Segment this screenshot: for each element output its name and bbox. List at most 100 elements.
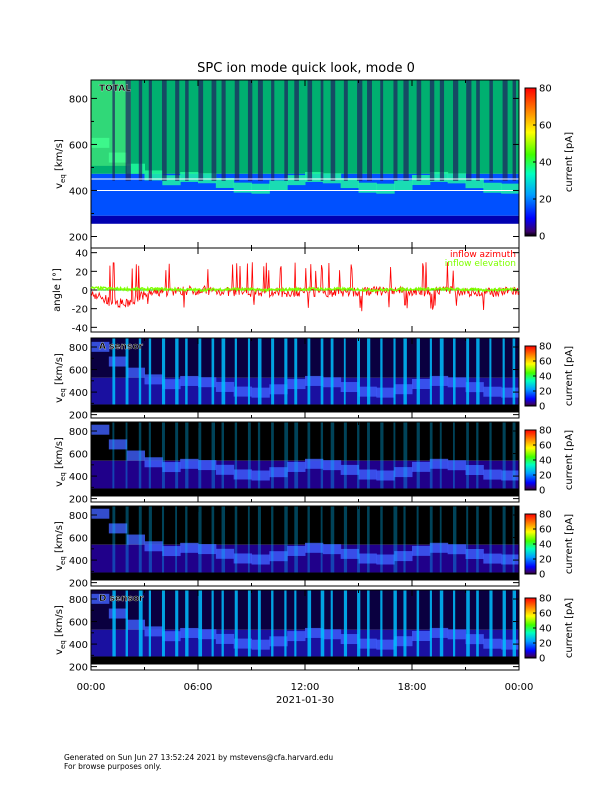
spectrogram-peak-band xyxy=(198,460,217,471)
y-axis-label: veq [km/s] xyxy=(54,521,67,571)
spectrogram-stripe xyxy=(489,590,493,657)
y-tick-label: 200 xyxy=(69,411,88,422)
spectrogram-stripe xyxy=(234,80,240,181)
spectrogram-peak-band xyxy=(215,177,235,188)
panel-1: 200 400 600 800 veq [km/s] TOTAL 0 20 40 60 80 curr… xyxy=(54,79,575,249)
colorbar-tick-label: 20 xyxy=(539,387,552,398)
spectrogram-stripe xyxy=(211,590,214,657)
x-tick-label: 12:00 xyxy=(291,682,320,693)
y-axis-label-unit: [km/s] xyxy=(54,353,65,388)
spectrogram-peak-band xyxy=(269,180,288,191)
x-tick-label: 18:00 xyxy=(398,682,427,693)
spectrogram-peak-band xyxy=(429,458,449,469)
spectrogram-stripe xyxy=(284,338,288,405)
spectrogram-stripe xyxy=(221,80,226,181)
spectrogram-stripe xyxy=(284,422,289,489)
spectrogram-stripe xyxy=(221,422,225,489)
spectrogram-peak-band xyxy=(305,171,324,182)
spectrogram-peak-band xyxy=(429,375,449,386)
spectrogram-peak-band xyxy=(251,554,270,565)
spectrogram-stripe xyxy=(453,422,455,489)
colorbar-tick-label: 60 xyxy=(539,441,552,452)
spectrogram-stripe xyxy=(380,80,384,181)
spectrogram-stripe xyxy=(198,422,202,489)
spectrogram-peak-band xyxy=(305,542,324,553)
spectrogram-stripe xyxy=(125,506,129,573)
panel-label: TOTAL xyxy=(99,84,131,94)
x-date-label: 2021-01-30 xyxy=(276,695,334,706)
spectrogram-stripe xyxy=(320,80,324,181)
spectrogram-stripe xyxy=(357,506,360,573)
spectrogram-stripe xyxy=(112,80,115,181)
y-tick-label: 600 xyxy=(69,534,88,545)
spectrogram-stripe xyxy=(439,506,442,573)
spectrogram-peak-band xyxy=(358,182,377,193)
spectrogram-stripe xyxy=(367,422,370,489)
footer-line-1: Generated on Sun Jun 27 13:52:24 2021 by… xyxy=(64,753,333,762)
spectrogram-peak-band xyxy=(394,636,413,647)
y-axis-label-unit: [km/s] xyxy=(54,605,65,640)
y-tick-label: 600 xyxy=(69,366,88,377)
spectrogram-stripe xyxy=(221,506,226,573)
spectrogram-stripe xyxy=(198,80,204,181)
colorbar-tick-label: 80 xyxy=(539,594,552,605)
legend-entry-1: inflow azimuth xyxy=(450,250,516,260)
spectrogram-stripe xyxy=(403,80,409,181)
spectrogram-stripe xyxy=(161,422,165,489)
spectrogram-stripe xyxy=(416,80,422,181)
spectrogram-stripe xyxy=(138,80,143,181)
spectrogram-stripe xyxy=(343,80,348,181)
colorbar-tick-label: 0 xyxy=(539,232,545,243)
spectrogram-stripe xyxy=(185,338,188,405)
spectrogram-stripe xyxy=(125,590,128,657)
spectrogram-peak-band xyxy=(501,470,520,481)
spectrogram-stripe xyxy=(271,338,275,405)
spectrogram-stripe xyxy=(307,506,310,573)
spectrogram-stripe xyxy=(284,506,288,573)
spectrogram-peak-band xyxy=(376,387,395,398)
y-axis-label-v: v xyxy=(54,481,65,487)
y-tick-label: 800 xyxy=(69,427,88,438)
spectrogram-peak-band xyxy=(91,341,110,352)
colorbar-tick-label: 40 xyxy=(539,456,552,467)
spectrogram-stripe xyxy=(198,338,202,405)
spectrogram-stripe xyxy=(453,506,457,573)
series-line-2 xyxy=(90,285,520,294)
spectrogram-peak-band xyxy=(305,458,324,469)
y-axis-label: veq [km/s] xyxy=(54,353,67,403)
spectrogram-upper xyxy=(91,422,519,461)
spectrogram-peak-band xyxy=(429,171,449,182)
y-axis-label-sub: eq xyxy=(59,174,67,183)
spectrogram-peak-band xyxy=(251,183,270,194)
spectrogram-stripe xyxy=(247,506,250,573)
spectrogram-peak-band xyxy=(376,470,395,481)
spectrogram-stripe xyxy=(234,338,237,405)
spectrogram-stripe xyxy=(429,338,432,405)
spectrogram-stripe xyxy=(185,506,188,573)
spectrogram-stripe xyxy=(380,338,383,405)
spectrogram-stripe xyxy=(476,506,479,573)
panel-label: D sensor xyxy=(99,594,144,604)
spectrogram-peak-band xyxy=(108,608,128,619)
spectrogram-peak-band xyxy=(233,182,252,193)
y-tick-label: 400 xyxy=(69,556,88,567)
colorbar-tick-label: 40 xyxy=(539,540,552,551)
colorbar-tick-label: 40 xyxy=(539,158,552,169)
spectrogram-stripe xyxy=(416,422,420,489)
spectrogram-stripe xyxy=(343,422,347,489)
spectrogram-stripe xyxy=(502,590,506,657)
spectrogram-peak-band xyxy=(269,467,288,478)
spectrogram-peak-band xyxy=(251,470,270,481)
spectrogram-peak-band xyxy=(91,593,110,604)
spectrogram-stripe xyxy=(138,338,142,405)
spectrogram-peak-band xyxy=(126,619,145,630)
spectrogram-peak-band xyxy=(358,469,377,480)
spectrogram-stripe xyxy=(175,590,179,657)
y-tick-label: 600 xyxy=(69,140,88,151)
spectrogram-stripe xyxy=(502,422,506,489)
y-axis-label: veq [km/s] xyxy=(54,437,67,487)
spectrogram-peak-band xyxy=(465,178,484,189)
y-axis-label-sub: eq xyxy=(59,556,67,565)
spectrogram-peak-band xyxy=(429,542,449,553)
